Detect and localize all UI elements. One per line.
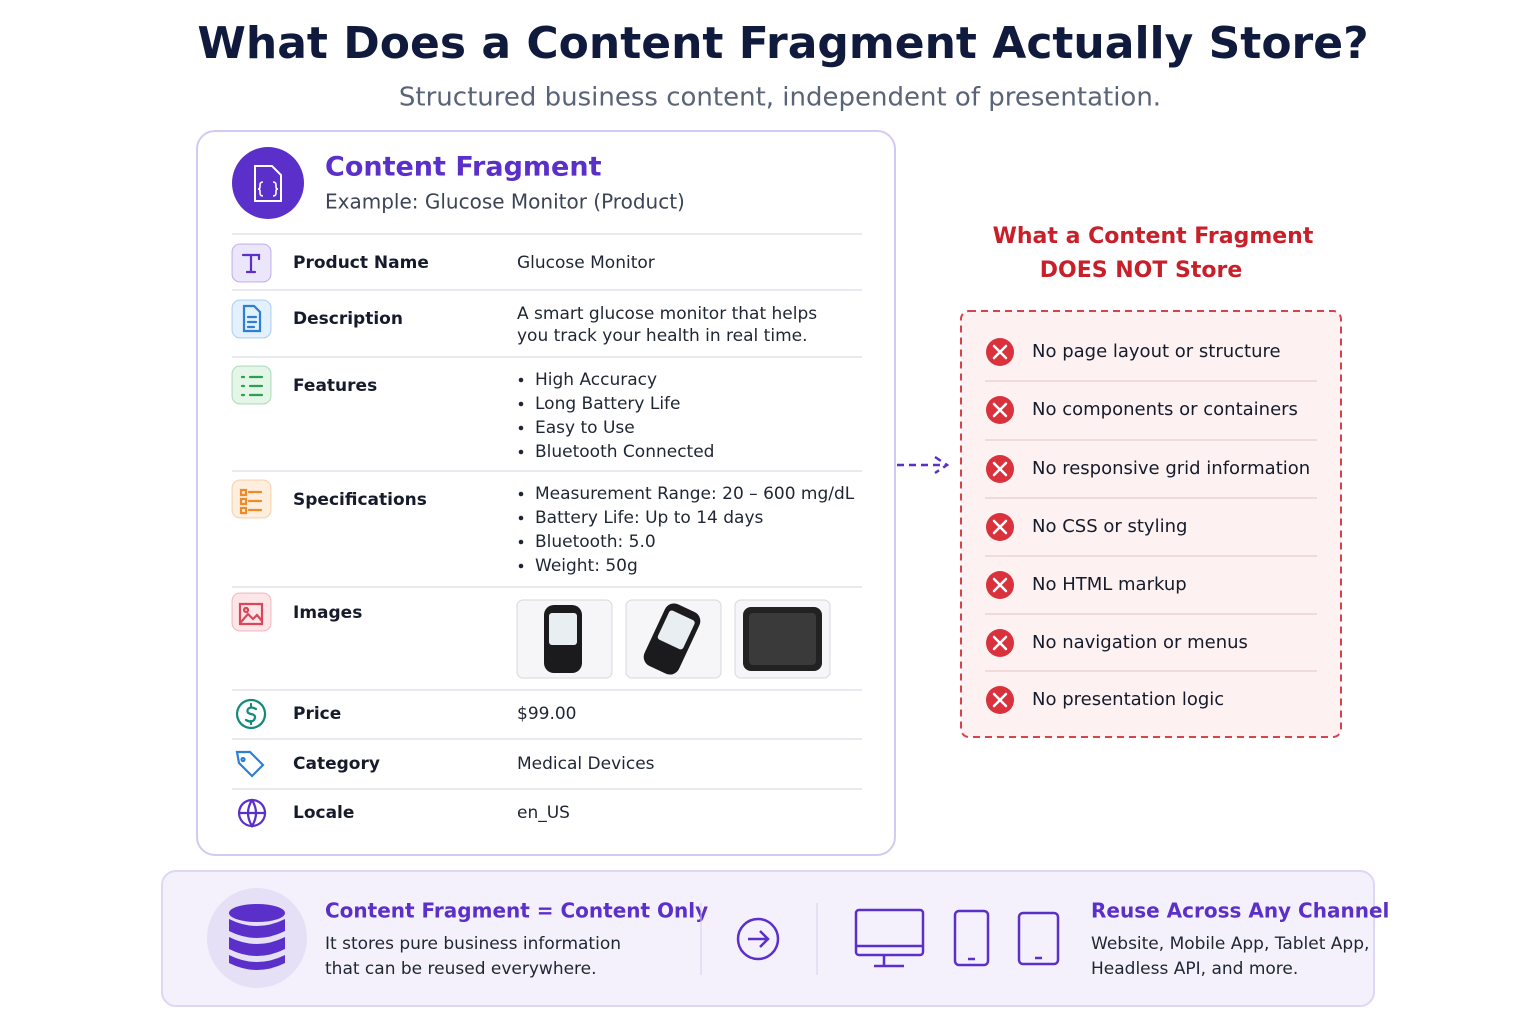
bullet [518,401,524,407]
page-title: What Does a Content Fragment Actually St… [197,18,1368,69]
row-label: Product Name [293,253,429,273]
page-subtitle: Structured business content, independent… [399,83,1161,113]
fragment-icon [232,147,304,219]
row-icon [238,602,264,626]
row-label: Locale [293,803,354,823]
device-icons [854,908,1060,968]
product-image-screen [549,613,577,645]
footer-right-text: Website, Mobile App, Tablet App, [1091,934,1369,954]
x-glyph [992,402,1008,418]
footer-left-text: that can be reused everywhere. [325,959,597,979]
row-item: Long Battery Life [535,394,681,414]
bullet [518,515,524,521]
row-icon-bg [231,592,272,632]
row-label: Category [293,754,380,774]
product-image-case-inner [749,613,816,665]
row-icon [242,304,262,333]
row-item: Measurement Range: 20 – 600 mg/dL [535,484,855,504]
row-item: Bluetooth: 5.0 [535,532,656,552]
footer-arrow-glyph [748,930,770,948]
x-glyph [992,692,1008,708]
row-item: Easy to Use [535,418,635,438]
x-glyph [992,461,1008,477]
row-item: Weight: 50g [535,556,638,576]
fragment-icon-doc [254,165,282,202]
row-value: $99.00 [517,704,576,724]
row-icon [235,750,265,778]
footer-left-title: Content Fragment = Content Only [325,899,708,923]
bullet [518,425,524,431]
not-stored-item: No page layout or structure [1032,341,1281,362]
fragment-title: Content Fragment [325,152,602,183]
x-glyph [992,577,1008,593]
row-icon-bg [231,479,272,519]
x-glyph [992,635,1008,651]
x-glyph [992,344,1008,360]
x-glyph [992,519,1008,535]
bullet [518,491,524,497]
footer-right-text: Headless API, and more. [1091,959,1298,979]
product-image-screen [657,610,695,650]
connector-arrow [897,455,950,475]
row-item: High Accuracy [535,370,657,390]
not-stored-item: No navigation or menus [1032,632,1248,653]
footer-left-text: It stores pure business information [325,934,621,954]
not-stored-item: No responsive grid information [1032,458,1310,479]
not-stored-item: No presentation logic [1032,689,1224,710]
row-label: Description [293,309,403,329]
not-stored-item: No HTML markup [1032,574,1187,595]
row-value: en_US [517,803,570,823]
row-icon [241,253,261,274]
row-icon [235,698,267,730]
bullet [518,563,524,569]
row-value: Medical Devices [517,754,655,774]
row-value: Glucose Monitor [517,253,655,273]
row-value: you track your health in real time. [517,326,808,346]
row-item: Battery Life: Up to 14 days [535,508,764,528]
not-stored-box [960,310,1342,738]
row-icon [240,375,264,397]
row-label: Features [293,376,377,396]
row-label: Specifications [293,490,427,510]
bullet [518,539,524,545]
row-icon [239,488,263,515]
bullet [518,377,524,383]
footer-right-title: Reuse Across Any Channel [1091,899,1389,923]
not-stored-title: DOES NOT Store [1040,258,1243,283]
bullet [518,449,524,455]
row-item: Bluetooth Connected [535,442,714,462]
not-stored-item: No components or containers [1032,399,1298,420]
row-label: Price [293,704,341,724]
footer-arrow [736,917,780,961]
not-stored-title: What a Content Fragment [993,224,1314,249]
fragment-subtitle: Example: Glucose Monitor (Product) [325,190,685,214]
row-icon [237,798,267,829]
database-icon [229,904,285,970]
not-stored-item: No CSS or styling [1032,516,1187,537]
row-value: A smart glucose monitor that helps [517,304,817,324]
row-label: Images [293,603,362,623]
row-icon-bg [231,299,272,339]
fragment-icon-braces [257,181,279,197]
